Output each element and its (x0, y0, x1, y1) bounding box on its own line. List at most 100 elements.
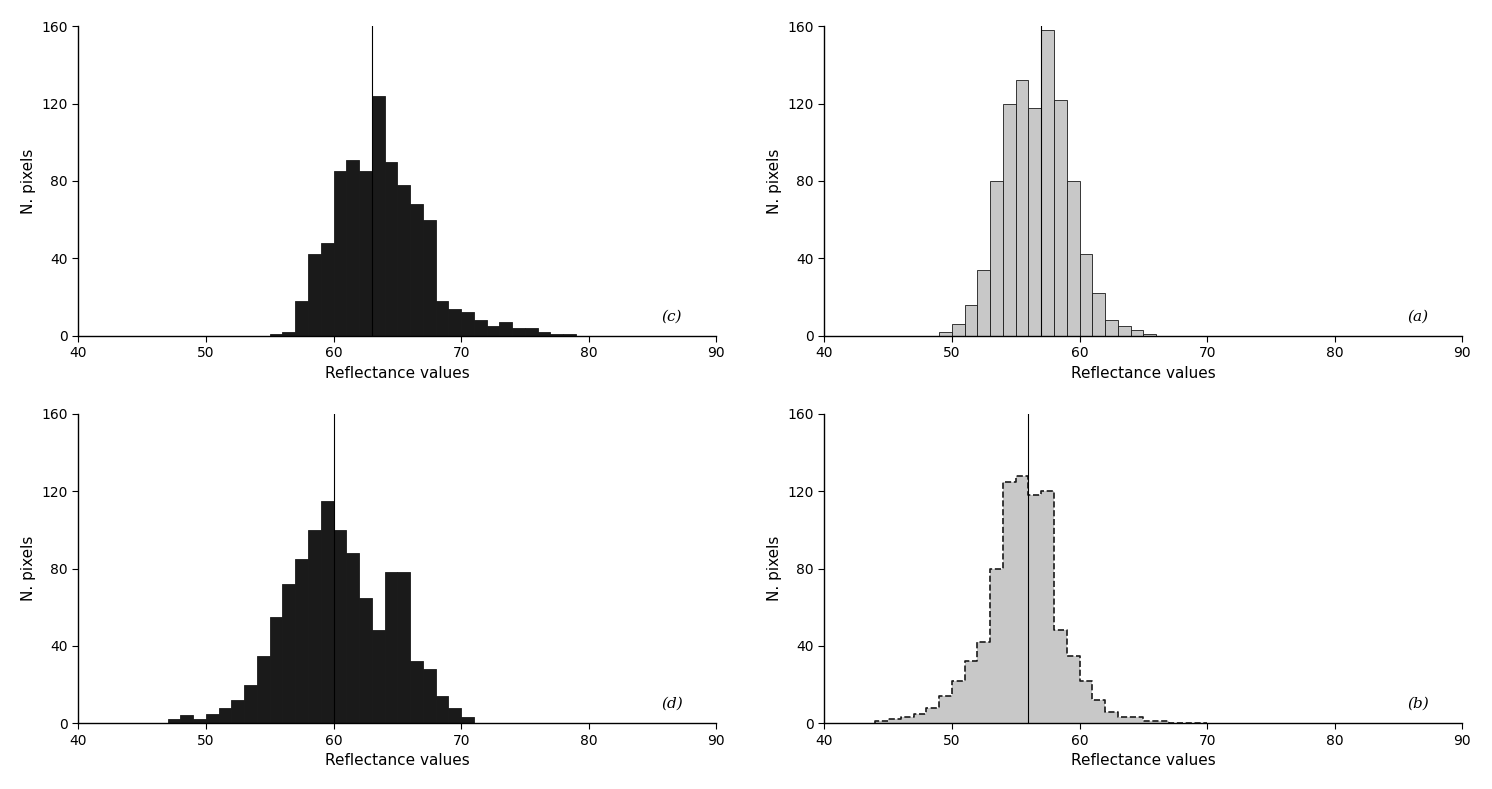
Bar (562, 334, 576, 335)
Bar (1156, 721, 1168, 724)
Bar (397, 572, 410, 724)
Bar (372, 630, 385, 724)
Bar (991, 569, 1003, 724)
Bar (206, 713, 219, 724)
Bar (461, 717, 474, 724)
Bar (385, 572, 397, 724)
Bar (422, 219, 436, 335)
Bar (1041, 492, 1053, 724)
Bar (938, 331, 952, 335)
Bar (245, 685, 257, 724)
Bar (1118, 326, 1131, 335)
Bar (449, 708, 461, 724)
Bar (1080, 681, 1092, 724)
Bar (474, 320, 486, 335)
Bar (1028, 107, 1041, 335)
Text: (a): (a) (1407, 309, 1428, 323)
Bar (952, 681, 965, 724)
Bar (167, 720, 181, 724)
Bar (181, 716, 192, 724)
Bar (500, 322, 512, 335)
Bar (1106, 320, 1118, 335)
Bar (397, 185, 410, 335)
Bar (927, 708, 938, 724)
Bar (1092, 293, 1106, 335)
Bar (360, 171, 372, 335)
X-axis label: Reflectance values: Reflectance values (1071, 365, 1216, 380)
Bar (1003, 481, 1016, 724)
Bar (1028, 495, 1041, 724)
Bar (334, 530, 346, 724)
Bar (282, 331, 295, 335)
Bar (1003, 103, 1016, 335)
Text: (d): (d) (661, 697, 682, 711)
Bar (1067, 181, 1080, 335)
Bar (1131, 717, 1143, 724)
Bar (436, 696, 449, 724)
Bar (270, 334, 282, 335)
Bar (977, 642, 991, 724)
Bar (965, 661, 977, 724)
X-axis label: Reflectance values: Reflectance values (325, 753, 470, 768)
Bar (422, 669, 436, 724)
Bar (410, 661, 422, 724)
Bar (321, 501, 334, 724)
Bar (977, 270, 991, 335)
Text: (b): (b) (1407, 697, 1428, 711)
Bar (888, 720, 901, 724)
Text: (c): (c) (661, 309, 682, 323)
Bar (257, 656, 270, 724)
Bar (525, 328, 537, 335)
X-axis label: Reflectance values: Reflectance values (1071, 753, 1216, 768)
Bar (1143, 721, 1156, 724)
Y-axis label: N. pixels: N. pixels (21, 536, 36, 601)
Bar (876, 721, 888, 724)
Bar (901, 717, 913, 724)
Y-axis label: N. pixels: N. pixels (767, 536, 782, 601)
Bar (219, 708, 231, 724)
Bar (537, 331, 551, 335)
Bar (360, 597, 372, 724)
Bar (1053, 630, 1067, 724)
Bar (282, 584, 295, 724)
Bar (1067, 656, 1080, 724)
Bar (307, 254, 321, 335)
Bar (1016, 80, 1028, 335)
Bar (1143, 334, 1156, 335)
Bar (192, 720, 206, 724)
Bar (991, 181, 1003, 335)
Bar (1041, 30, 1053, 335)
Bar (385, 162, 397, 335)
Bar (965, 305, 977, 335)
Bar (410, 204, 422, 335)
Bar (1016, 476, 1028, 724)
Bar (436, 301, 449, 335)
Bar (486, 326, 500, 335)
Y-axis label: N. pixels: N. pixels (21, 148, 36, 214)
Bar (512, 328, 525, 335)
Bar (913, 713, 927, 724)
Bar (334, 171, 346, 335)
Bar (321, 243, 334, 335)
Bar (295, 301, 307, 335)
Bar (346, 159, 360, 335)
Bar (1131, 330, 1143, 335)
Bar (346, 553, 360, 724)
Bar (295, 559, 307, 724)
Bar (461, 312, 474, 335)
Bar (449, 308, 461, 335)
Bar (1118, 717, 1131, 724)
Bar (551, 334, 562, 335)
Bar (231, 700, 245, 724)
Bar (952, 324, 965, 335)
Bar (372, 96, 385, 335)
Bar (1053, 99, 1067, 335)
Y-axis label: N. pixels: N. pixels (767, 148, 782, 214)
Bar (1106, 712, 1118, 724)
Bar (307, 530, 321, 724)
Bar (1080, 254, 1092, 335)
Bar (1092, 700, 1106, 724)
X-axis label: Reflectance values: Reflectance values (325, 365, 470, 380)
Bar (270, 617, 282, 724)
Bar (938, 696, 952, 724)
